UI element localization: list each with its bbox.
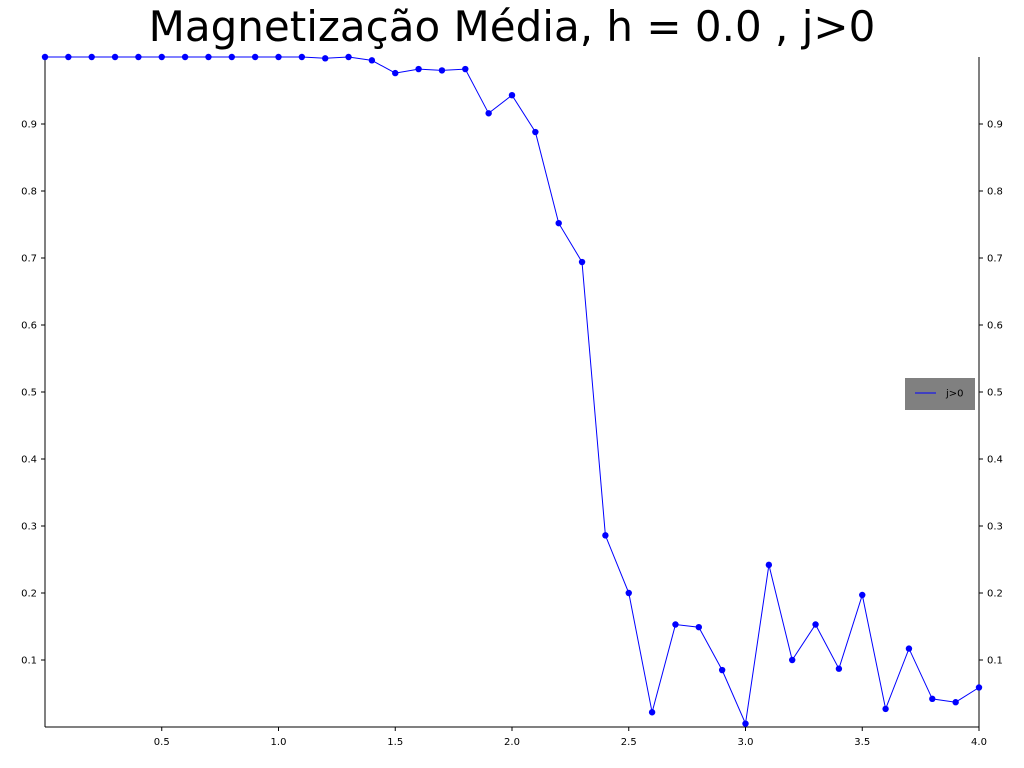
legend: j>0 [905,378,975,410]
y-tick-label-left: 0.7 [21,254,37,265]
data-point [228,53,235,61]
data-point [672,621,679,628]
data-point [251,53,259,61]
data-point [368,57,376,64]
y-tick-label-left: 0.2 [21,589,37,600]
y-tick-label-right: 0.4 [987,455,1003,466]
data-point [789,656,796,664]
y-tick-label-right: 0.1 [987,656,1003,667]
data-point [41,53,49,61]
x-tick-label: 4.0 [971,737,987,748]
data-point [181,53,189,61]
data-point [111,53,119,61]
data-point [415,65,422,73]
data-point [625,589,632,597]
data-point [952,699,959,706]
data-point [695,623,702,631]
data-point [859,591,866,599]
data-point [65,53,72,61]
x-tick-label: 1.5 [387,737,403,748]
data-point [578,258,586,266]
x-tick-label: 3.5 [854,737,870,748]
y-tick-label-left: 0.6 [21,321,37,332]
data-point [765,561,773,569]
x-tick-label: 1.0 [271,737,287,748]
data-point [929,695,936,703]
data-point [462,65,469,73]
y-tick-label-left: 0.9 [21,120,37,131]
y-tick-label-left: 0.4 [21,455,37,466]
data-point [812,621,819,628]
legend-box [905,378,975,410]
y-tick-label-left: 0.3 [21,522,37,533]
data-point [532,128,539,136]
x-tick-label: 3.0 [738,737,754,748]
y-tick-label-left: 0.5 [21,388,37,399]
x-tick-label: 2.0 [504,737,520,748]
data-point [438,67,446,74]
data-point [555,219,562,227]
data-point [742,720,749,727]
y-tick-label-right: 0.3 [987,522,1003,533]
x-tick-label: 2.5 [621,737,637,748]
data-point [275,53,282,61]
data-point [485,110,492,117]
y-tick-label-left: 0.8 [21,187,37,198]
data-point [158,53,165,61]
y-tick-label-right: 0.5 [987,388,1003,399]
legend-label: j>0 [945,389,964,400]
data-point [508,91,516,99]
y-tick-label-left: 0.1 [21,656,37,667]
y-tick-label-right: 0.2 [987,589,1003,600]
data-point [602,532,609,539]
series-layer [41,53,983,727]
data-point [835,665,843,672]
data-point [718,666,726,674]
y-tick-label-right: 0.6 [987,321,1003,332]
x-tick-label: 0.5 [154,737,170,748]
data-point [322,55,329,62]
data-point [345,53,352,61]
data-point [975,684,983,691]
axes [44,57,980,728]
y-tick-label-right: 0.7 [987,254,1003,265]
y-tick-label-right: 0.8 [987,187,1003,198]
chart-title: Magnetização Média, h = 0.0 , j>0 [148,2,876,51]
data-point [882,705,889,713]
y-tick-label-right: 0.9 [987,120,1003,131]
data-point [135,53,142,61]
data-point [392,69,399,77]
data-point [205,53,212,61]
data-point [905,645,913,652]
axis-ticks: 0.1 0.1 0.2 0.2 0.3 0.3 0.4 0.4 0.5 0.5 0.6 0.6 0.7 0… [21,120,1003,749]
data-point [298,53,306,61]
data-point [648,709,656,716]
data-point [88,53,95,61]
series-line [45,56,980,726]
